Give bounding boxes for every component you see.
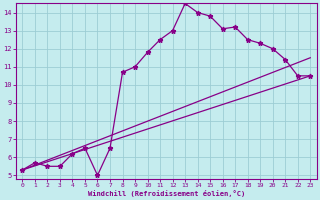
- X-axis label: Windchill (Refroidissement éolien,°C): Windchill (Refroidissement éolien,°C): [88, 190, 245, 197]
